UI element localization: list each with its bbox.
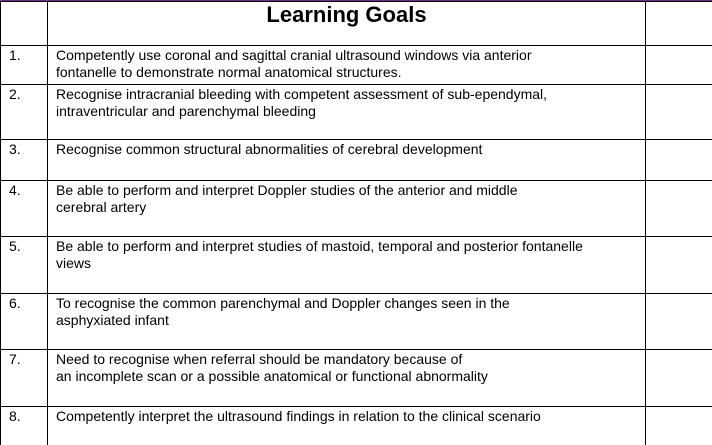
goal-text-line: fontanelle to demonstrate normal anatomi… bbox=[56, 64, 402, 80]
goal-text-line: Be able to perform and interpret studies… bbox=[56, 238, 583, 254]
goal-number: 1. bbox=[0, 45, 48, 85]
goal-text-line: Be able to perform and interpret Doppler… bbox=[56, 182, 518, 198]
table-row: 7. Need to recognise when referral shoul… bbox=[0, 349, 712, 407]
goal-text: Competently interpret the ultrasound fin… bbox=[47, 406, 646, 445]
goal-text: Competently use coronal and sagittal cra… bbox=[47, 45, 646, 85]
table-row: 2. Recognise intracranial bleeding with … bbox=[0, 84, 712, 140]
goal-text: Be able to perform and interpret Doppler… bbox=[47, 180, 646, 237]
top-accent-line bbox=[0, 0, 712, 1]
header-empty-cell bbox=[0, 1, 48, 46]
goal-text-line: To recognise the common parenchymal and … bbox=[56, 295, 510, 311]
goal-number: 6. bbox=[0, 293, 48, 350]
table-title: Learning Goals bbox=[47, 1, 646, 46]
goal-number: 3. bbox=[0, 139, 48, 181]
header-extra-cell bbox=[645, 1, 712, 46]
table-row: 6. To recognise the common parenchymal a… bbox=[0, 293, 712, 350]
goal-text-line: views bbox=[56, 255, 92, 271]
goal-number: 7. bbox=[0, 349, 48, 407]
goal-text-line: Recognise intracranial bleeding with com… bbox=[56, 86, 548, 102]
goal-text-line: Need to recognise when referral should b… bbox=[56, 351, 463, 367]
goal-text: Recognise common structural abnormalitie… bbox=[47, 139, 646, 181]
table-row: 8. Competently interpret the ultrasound … bbox=[0, 406, 712, 445]
goal-text: To recognise the common parenchymal and … bbox=[47, 293, 646, 350]
goal-extra-cell bbox=[645, 236, 712, 294]
goal-extra-cell bbox=[645, 84, 712, 140]
goal-extra-cell bbox=[645, 349, 712, 407]
goal-number: 5. bbox=[0, 236, 48, 294]
table-row: 4. Be able to perform and interpret Dopp… bbox=[0, 180, 712, 237]
goal-extra-cell bbox=[645, 406, 712, 445]
goal-extra-cell bbox=[645, 293, 712, 350]
table-row: 1. Competently use coronal and sagittal … bbox=[0, 45, 712, 85]
goal-number: 2. bbox=[0, 84, 48, 140]
table-header-row: Learning Goals bbox=[0, 1, 712, 46]
goal-text-line: Recognise common structural abnormalitie… bbox=[56, 141, 483, 157]
goal-text-line: asphyxiated infant bbox=[56, 312, 169, 328]
goal-text: Need to recognise when referral should b… bbox=[47, 349, 646, 407]
goal-text-line: an incomplete scan or a possible anatomi… bbox=[56, 368, 488, 384]
goal-text-line: cerebral artery bbox=[56, 199, 147, 215]
goal-text-line: Competently interpret the ultrasound fin… bbox=[56, 408, 541, 424]
goal-text: Be able to perform and interpret studies… bbox=[47, 236, 646, 294]
goal-extra-cell bbox=[645, 180, 712, 237]
goal-extra-cell bbox=[645, 45, 712, 85]
table-row: 5. Be able to perform and interpret stud… bbox=[0, 236, 712, 294]
table-row: 3. Recognise common structural abnormali… bbox=[0, 139, 712, 181]
goal-extra-cell bbox=[645, 139, 712, 181]
goal-number: 4. bbox=[0, 180, 48, 237]
goal-text: Recognise intracranial bleeding with com… bbox=[47, 84, 646, 140]
goal-number: 8. bbox=[0, 406, 48, 445]
goal-text-line: Competently use coronal and sagittal cra… bbox=[56, 47, 532, 63]
goal-text-line: intraventricular and parenchymal bleedin… bbox=[56, 103, 316, 119]
